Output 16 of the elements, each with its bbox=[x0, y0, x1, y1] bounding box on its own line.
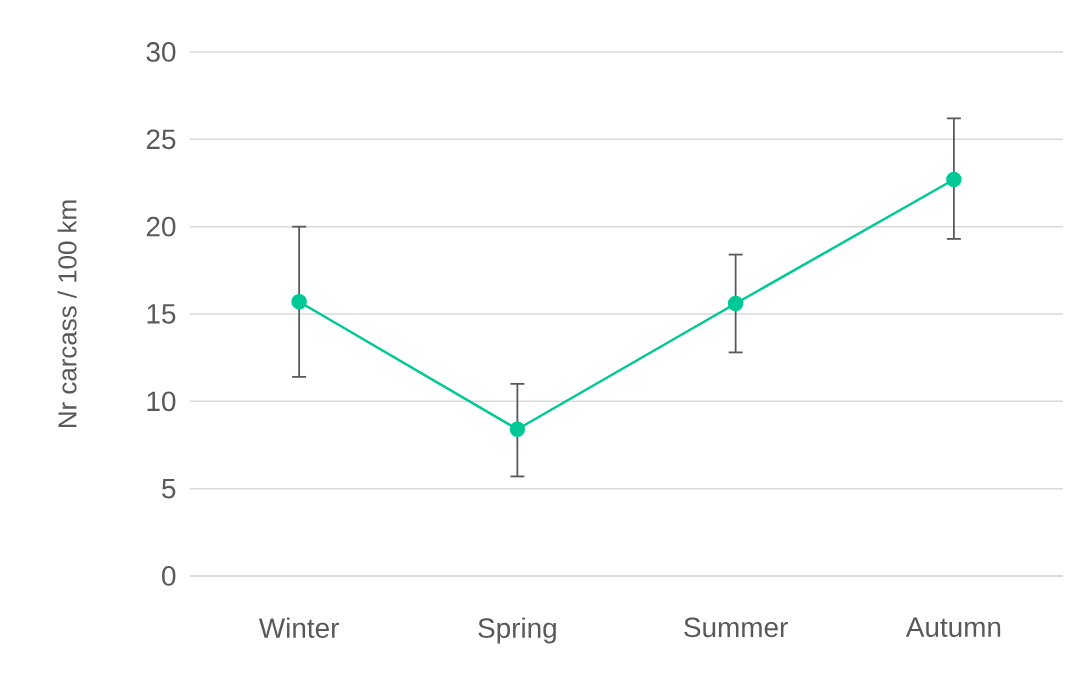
point bbox=[291, 294, 307, 310]
x-tick-label: Summer bbox=[684, 617, 788, 638]
y-tick-label: 5 bbox=[162, 478, 176, 499]
x-tick-label: Autumn bbox=[905, 617, 1001, 637]
y-tick-label: 10 bbox=[147, 391, 176, 412]
point bbox=[946, 171, 962, 188]
y-tick-label: 30 bbox=[146, 42, 176, 62]
y-tick-label: 20 bbox=[146, 216, 176, 237]
x-tick-label: Spring bbox=[478, 617, 556, 644]
y-tick-label: 15 bbox=[147, 304, 176, 324]
y-tick-label: 25 bbox=[146, 129, 176, 150]
x-tick-label: Winter bbox=[258, 617, 339, 638]
y-axis-title: Nr carcass / 100 km bbox=[57, 200, 77, 428]
point bbox=[509, 421, 526, 438]
point bbox=[727, 295, 744, 312]
y-tick-label: 0 bbox=[162, 566, 176, 586]
